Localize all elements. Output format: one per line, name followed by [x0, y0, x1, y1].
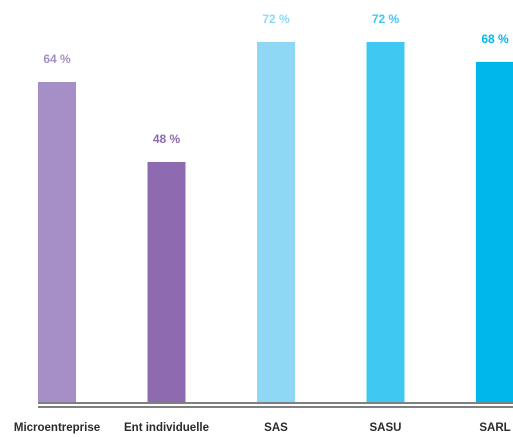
- value-label: 72 %: [372, 12, 400, 26]
- x-tick-label: SASU: [370, 422, 402, 434]
- x-tick-label: Microentreprise: [14, 422, 100, 434]
- bar: [147, 162, 186, 402]
- bar: [38, 82, 76, 402]
- x-tick-label: SARL: [479, 422, 510, 434]
- bar: [476, 62, 513, 402]
- value-label: 72 %: [262, 12, 290, 26]
- bar: [257, 42, 295, 402]
- x-tick-label: SAS: [264, 422, 288, 434]
- value-label: 48 %: [153, 132, 181, 146]
- x-tick-label: Ent individuelle: [124, 422, 209, 434]
- value-label: 68 %: [481, 32, 509, 46]
- bar: [366, 42, 405, 402]
- value-label: 64 %: [43, 52, 71, 66]
